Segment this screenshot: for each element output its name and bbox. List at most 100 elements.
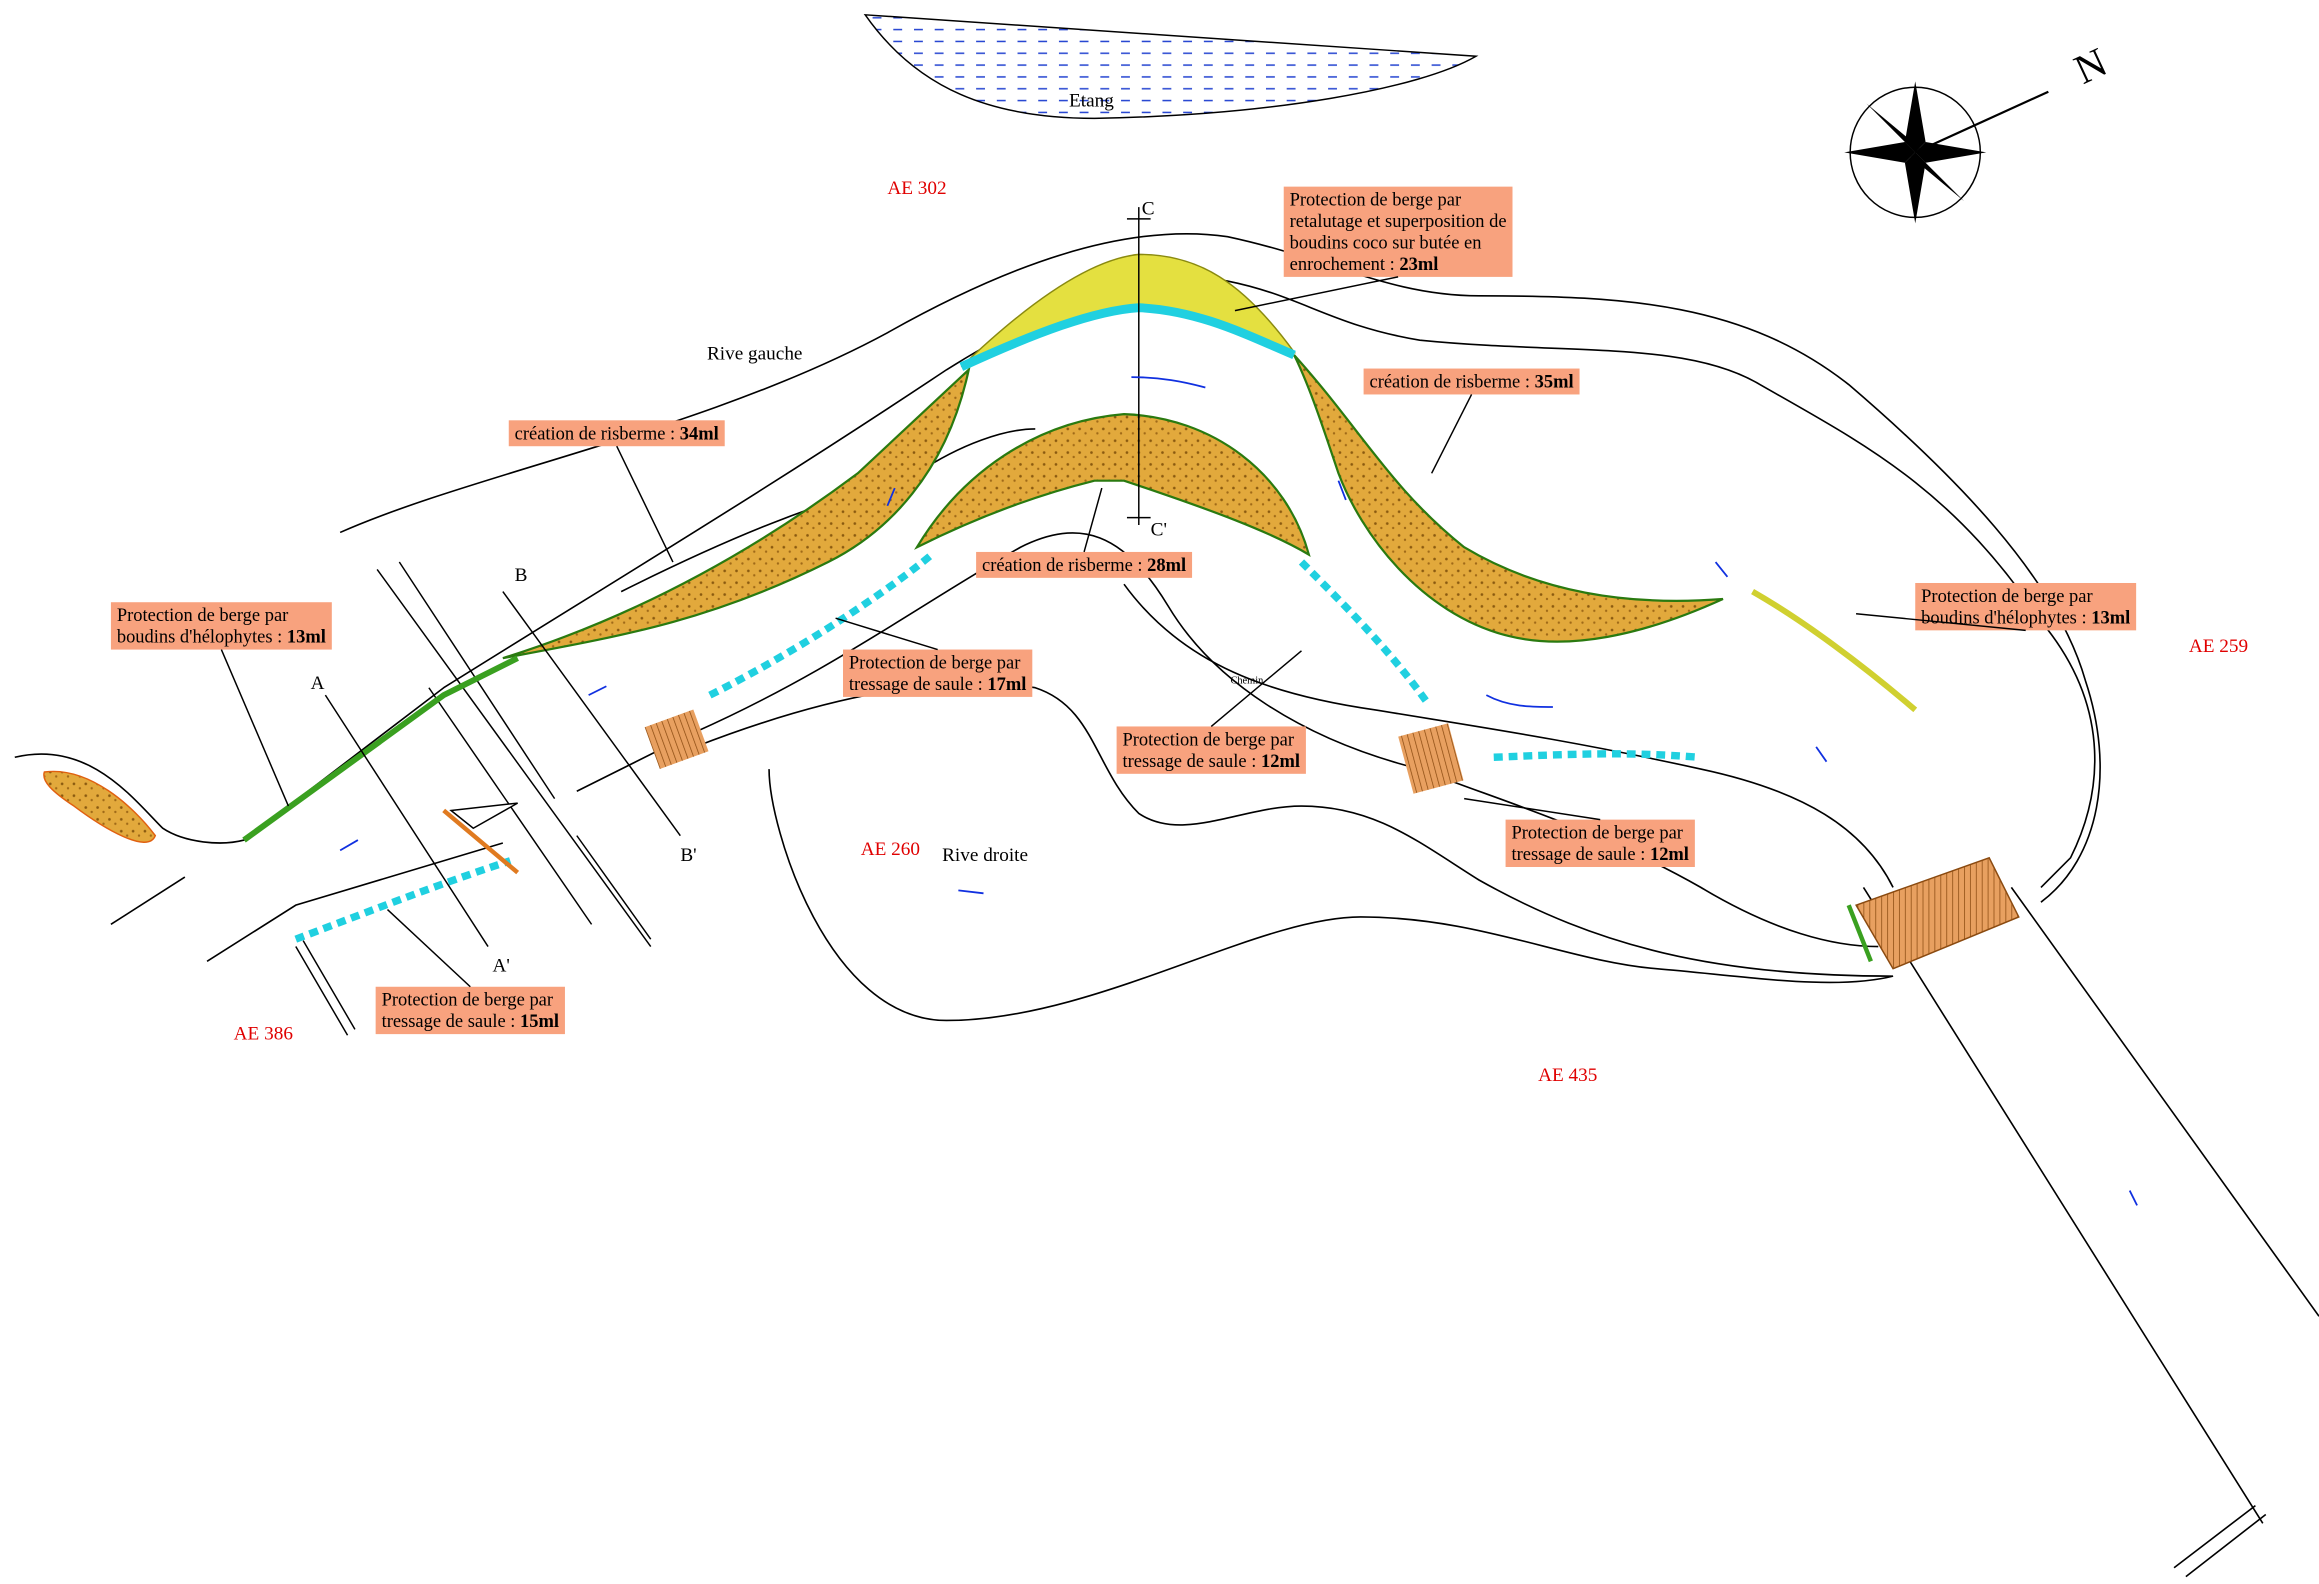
bridges-part — [645, 710, 709, 769]
bridges-part — [1398, 723, 1463, 794]
annotation-line: Protection de berge par — [1511, 823, 1682, 843]
roads-part — [303, 941, 355, 1030]
annotation-line: création de risberme : — [1370, 372, 1535, 392]
compass: N — [1844, 39, 2114, 224]
parcel-label: AE 260 — [861, 839, 920, 860]
parcel-label: AE 259 — [2189, 636, 2248, 657]
annotation: Protection de berge partressage de saule… — [376, 910, 565, 1035]
risbermes-part — [1301, 562, 1427, 703]
annotation: création de risberme : 34ml — [509, 420, 725, 562]
leader-line — [1235, 277, 1398, 311]
flow-arrows-part — [1486, 695, 1553, 707]
section-label: C' — [1151, 519, 1167, 540]
annotation-line: Protection de berge par — [1123, 729, 1294, 749]
leader-line — [387, 910, 470, 987]
risbermes-part — [1753, 592, 1916, 710]
parcel-label: AE 386 — [234, 1024, 294, 1045]
river-banks-part — [2174, 1506, 2266, 1577]
annotation-line: enrochement : — [1290, 254, 1400, 274]
annotation-text: création de risberme : 34ml — [515, 423, 719, 443]
leader-line — [1084, 488, 1102, 552]
pond: Etang — [865, 15, 1476, 119]
annotation-measure: 17ml — [987, 674, 1026, 694]
annotation-line: boudins coco sur butée en — [1290, 232, 1482, 252]
risbermes-part — [917, 414, 1309, 555]
annotation-line: tressage de saule : — [382, 1011, 520, 1031]
annotation-measure: 34ml — [680, 423, 719, 443]
annotation-line: retalutage et superposition de — [1290, 211, 1507, 231]
compass-part — [1915, 142, 1986, 163]
flow-arrows-part — [958, 890, 983, 893]
leader-line — [1464, 799, 1600, 820]
compass-part — [1844, 142, 1915, 163]
section-label: A' — [492, 956, 509, 977]
page: Etang N — [0, 0, 2319, 1584]
leader-line — [1432, 394, 1472, 473]
annotation-line: tressage de saule : — [849, 674, 987, 694]
section-label: A — [311, 673, 325, 694]
risbermes-part — [503, 370, 969, 658]
river-banks-part — [1863, 887, 2319, 1523]
risbermes-part — [44, 771, 155, 842]
pond-part — [865, 15, 1476, 119]
leader-line — [221, 650, 288, 806]
leader-line — [836, 618, 938, 649]
annotation-measure: 13ml — [287, 627, 326, 647]
bank-label: Rive droite — [942, 845, 1028, 866]
annotation-measure: 12ml — [1261, 751, 1300, 771]
roads-part — [577, 836, 651, 940]
annotation-line: tressage de saule : — [1123, 751, 1261, 771]
path-label: Chemin — [1230, 675, 1264, 686]
bank-label: Rive gauche — [707, 343, 803, 364]
annotation-text: création de risberme : 35ml — [1370, 372, 1574, 392]
compass-part — [1915, 92, 2048, 153]
parcel-label: AE 435 — [1538, 1065, 1597, 1086]
annotation-line: Protection de berge par — [1921, 586, 2092, 606]
annotation-line: Protection de berge par — [849, 653, 1020, 673]
flow-arrows-part — [2130, 1191, 2137, 1206]
annotation-line: boudins d'hélophytes : — [117, 627, 287, 647]
risbermes-part — [1294, 355, 1723, 642]
river-banks-part — [769, 769, 1893, 1020]
river-banks-part — [15, 277, 2095, 887]
section-label: C — [1142, 198, 1155, 219]
pond-label: Etang — [1069, 91, 1114, 112]
leader-line — [1211, 651, 1301, 727]
annotation-line: tressage de saule : — [1511, 844, 1649, 864]
annotation-line: Protection de berge par — [1290, 190, 1461, 210]
flow-arrows-part — [1816, 747, 1826, 762]
section-label: B' — [680, 845, 696, 866]
risbermes-part — [1494, 754, 1698, 757]
annotation-measure: 23ml — [1399, 254, 1438, 274]
annotation-line: boudins d'hélophytes : — [1921, 607, 2091, 627]
parcel-label: AE 302 — [887, 178, 946, 199]
north-label: N — [2067, 39, 2114, 93]
annotation-line: Protection de berge par — [117, 605, 288, 625]
river-banks-part — [340, 234, 2100, 902]
flow-arrows-part — [340, 840, 358, 850]
annotation-measure: 12ml — [1650, 844, 1689, 864]
annotation-measure: 13ml — [2091, 607, 2130, 627]
roads-part — [296, 947, 348, 1036]
annotation-line: Protection de berge par — [382, 990, 553, 1010]
annotation-measure: 35ml — [1535, 372, 1574, 392]
annotation-text: création de risberme : 28ml — [982, 555, 1186, 575]
flow-arrows-part — [589, 686, 607, 695]
section-label: B — [515, 565, 528, 586]
river-banks-part — [111, 877, 185, 924]
bridges-part — [1856, 858, 2019, 969]
annotation-line: création de risberme : — [982, 555, 1147, 575]
flow-arrows-part — [1716, 562, 1728, 577]
leader-line — [617, 446, 673, 562]
bridges — [645, 710, 2019, 969]
annotation-measure: 28ml — [1147, 555, 1186, 575]
annotation-line: création de risberme : — [515, 423, 680, 443]
annotation-measure: 15ml — [520, 1011, 559, 1031]
